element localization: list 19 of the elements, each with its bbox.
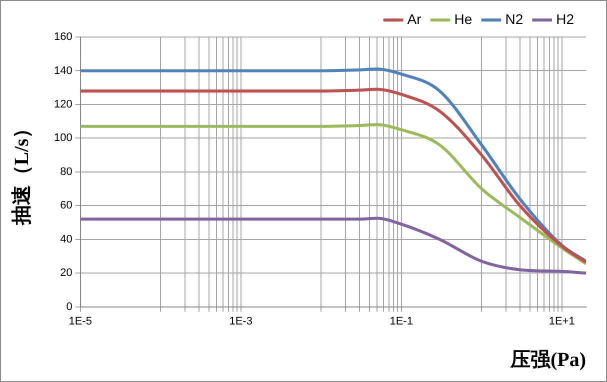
legend-label: N2 <box>505 10 524 27</box>
y-tick-label: 120 <box>54 98 72 110</box>
x-axis-title: 压强(Pa) <box>509 349 586 372</box>
y-tick-label: 100 <box>54 132 72 144</box>
x-tick-label: 1E-5 <box>68 315 92 328</box>
y-tick-label: 60 <box>60 200 72 212</box>
x-tick-label: 1E-3 <box>229 315 252 328</box>
y-tick-label: 40 <box>60 233 72 246</box>
legend-label: H2 <box>556 10 574 27</box>
legend-label: Ar <box>407 10 422 27</box>
legend-label: He <box>454 10 472 27</box>
y-tick-label: 0 <box>66 300 72 313</box>
y-tick-label: 160 <box>54 31 72 44</box>
y-axis-title: 抽速（L/s） <box>11 118 34 226</box>
y-tick-label: 140 <box>54 64 72 77</box>
y-tick-label: 80 <box>60 166 72 178</box>
x-tick-label: 1E-1 <box>390 315 413 328</box>
x-tick-label: 1E+1 <box>548 315 575 328</box>
y-tick-label: 20 <box>60 267 72 280</box>
